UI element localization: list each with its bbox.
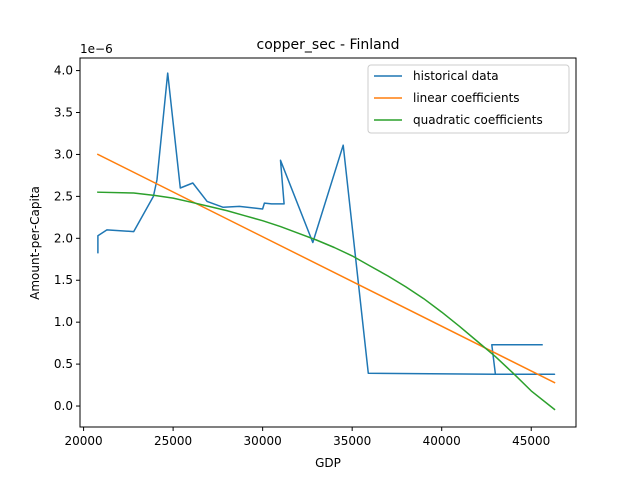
legend-label-quadratic-coefficients: quadratic coefficients — [413, 113, 543, 127]
series-line-linear-coefficients — [96, 153, 556, 384]
axes-frame — [79, 57, 577, 428]
legend: historical data linear coefficients quadra… — [367, 64, 570, 134]
y-axis-title: Amount-per-Capita — [28, 186, 42, 300]
x-tick-label: 40000 — [423, 434, 461, 448]
y-tick-label: 2.0 — [54, 231, 73, 245]
y-tick-label: 1.5 — [54, 273, 73, 287]
plot-lines — [96, 72, 556, 411]
x-axis-ticks: 20000 25000 30000 35000 40000 45000 — [64, 427, 550, 448]
series-line-historical-data — [97, 72, 556, 375]
x-axis-title: GDP — [315, 456, 341, 470]
legend-box — [367, 64, 570, 134]
y-tick-label: 2.5 — [54, 189, 73, 203]
x-tick-label: 25000 — [154, 434, 192, 448]
y-axis-ticks: 0.0 0.5 1.0 1.5 2.0 2.5 3.0 3.5 4.0 — [54, 64, 80, 413]
y-tick-label: 3.0 — [54, 147, 73, 161]
y-tick-label: 0.5 — [54, 357, 73, 371]
axes-border — [79, 57, 577, 428]
legend-label-linear-coefficients: linear coefficients — [413, 91, 520, 105]
y-tick-label: 0.0 — [54, 399, 73, 413]
x-tick-label: 45000 — [512, 434, 550, 448]
y-tick-label: 1.0 — [54, 315, 73, 329]
chart-title: copper_sec - Finland — [257, 37, 400, 53]
x-tick-label: 30000 — [244, 434, 282, 448]
y-tick-label: 4.0 — [54, 64, 73, 78]
x-tick-label: 20000 — [64, 434, 102, 448]
y-axis-offset-label: 1e−6 — [80, 42, 113, 56]
x-tick-label: 35000 — [333, 434, 371, 448]
series-line-quadratic-coefficients — [97, 191, 556, 411]
y-tick-label: 3.5 — [54, 106, 73, 120]
legend-label-historical-data: historical data — [413, 69, 499, 83]
